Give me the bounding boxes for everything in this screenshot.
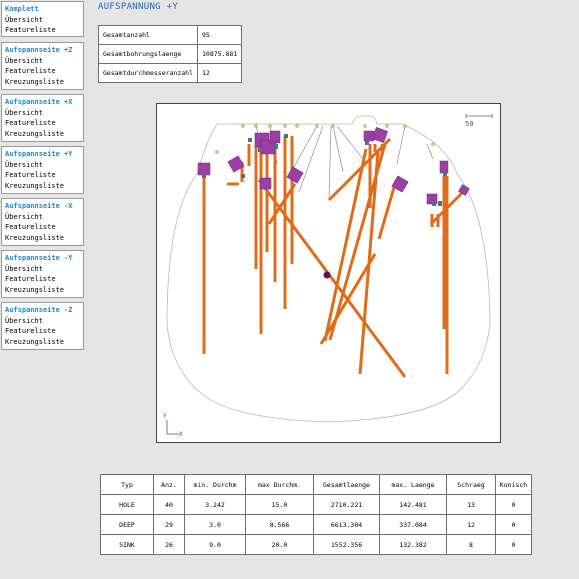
table-cell: 3.242 [184, 494, 246, 515]
table-row: SINK 26 9.0 20.0 1552.356 132.382 8 0 [100, 534, 532, 555]
nav-title[interactable]: Komplett [5, 5, 39, 13]
nav-link-uebersicht[interactable]: Übersicht [5, 15, 43, 24]
column-header: Anz. [153, 474, 185, 495]
axis-x-label: X [179, 431, 183, 438]
summary-value: 95 [197, 25, 243, 45]
table-cell: 40 [153, 494, 185, 515]
table-cell: 9.0 [184, 534, 246, 555]
column-header: Typ [100, 474, 154, 495]
nav-link-featureliste[interactable]: Featureliste [5, 275, 56, 283]
nav-link-featureliste[interactable]: Featureliste [5, 119, 56, 127]
column-header: Schraeg [446, 474, 496, 495]
part-drawing: 50 [163, 114, 493, 438]
nav-box-aufspannseite-minus-x: Aufspannseite -X Übersicht Featureliste … [1, 198, 84, 246]
axis-y-label: Y [163, 413, 167, 420]
summary-label: Gesamtdurchmesseranzahl [97, 63, 199, 83]
summary-value: 10875.881 [197, 44, 243, 64]
nav-title[interactable]: Aufspannseite +Z [5, 46, 73, 54]
bore-tips [202, 134, 447, 206]
table-cell: 142.481 [379, 494, 447, 515]
nav-link-featureliste[interactable]: Featureliste [5, 67, 56, 75]
column-header: min. Durchm [184, 474, 246, 495]
scale-label: 50 [465, 120, 473, 128]
page-title: AUFSPANNUNG +Y [98, 2, 179, 12]
column-header: max Durchm. [245, 474, 314, 495]
nav-link-uebersicht[interactable]: Übersicht [5, 264, 43, 273]
table-cell: 8.566 [245, 514, 314, 535]
drawing-view[interactable]: 50 [156, 103, 501, 443]
nav-box-aufspannseite-plus-z: Aufspannseite +Z Übersicht Featureliste … [1, 42, 84, 90]
table-cell: 0 [495, 534, 532, 555]
top-markers [215, 124, 435, 154]
bores [202, 136, 465, 378]
table-cell: 3.0 [184, 514, 246, 535]
table-cell: 132.382 [379, 534, 447, 555]
nav-title[interactable]: Aufspannseite -Y [5, 254, 73, 262]
nav-link-featureliste[interactable]: Featureliste [5, 26, 56, 34]
table-cell: DEEP [100, 514, 154, 535]
nav-link-uebersicht[interactable]: Übersicht [5, 160, 43, 169]
column-header: Gesamtlaenge [313, 474, 380, 495]
table-cell: 2710.221 [313, 494, 380, 515]
nav-link-kreuzungsliste[interactable]: Kreuzungsliste [5, 181, 65, 190]
nav-box-aufspannseite-plus-x: Aufspannseite +X Übersicht Featureliste … [1, 94, 84, 142]
table-cell: 13 [446, 494, 496, 515]
nav-box-aufspannseite-plus-y: Aufspannseite +Y Übersicht Featureliste … [1, 146, 84, 194]
part-contour [166, 115, 491, 423]
summary-table: Gesamtanzahl 95 Gesamtbohrungslaenge 108… [97, 25, 243, 83]
table-cell: SINK [100, 534, 154, 555]
nav-box-aufspannseite-minus-y: Aufspannseite -Y Übersicht Featureliste … [1, 250, 84, 298]
summary-row: Gesamtanzahl 95 [97, 25, 243, 45]
summary-row: Gesamtbohrungslaenge 10875.881 [97, 44, 243, 64]
nav-link-featureliste[interactable]: Featureliste [5, 171, 56, 179]
table-row: HOLE 40 3.242 15.0 2710.221 142.481 13 0 [100, 494, 532, 515]
nav-title[interactable]: Aufspannseite +Y [5, 150, 73, 158]
table-cell: 0 [495, 494, 532, 515]
nav-link-kreuzungsliste[interactable]: Kreuzungsliste [5, 77, 65, 86]
nav-link-kreuzungsliste[interactable]: Kreuzungsliste [5, 129, 65, 138]
nav-title[interactable]: Aufspannseite -Z [5, 306, 73, 314]
table-cell: 29 [153, 514, 185, 535]
nav-title[interactable]: Aufspannseite +X [5, 98, 73, 106]
nav-link-uebersicht[interactable]: Übersicht [5, 316, 43, 325]
summary-label: Gesamtanzahl [97, 25, 199, 45]
table-cell: HOLE [100, 494, 154, 515]
nav-link-kreuzungsliste[interactable]: Kreuzungsliste [5, 233, 65, 242]
table-cell: 8 [446, 534, 496, 555]
nav-link-uebersicht[interactable]: Übersicht [5, 108, 43, 117]
origin-marker [323, 271, 331, 279]
table-cell: 337.084 [379, 514, 447, 535]
nav-box-komplett: Komplett Übersicht Featureliste [1, 1, 84, 37]
contour-detail-lines [255, 125, 434, 201]
nav-link-kreuzungsliste[interactable]: Kreuzungsliste [5, 337, 65, 346]
nav-link-featureliste[interactable]: Featureliste [5, 327, 56, 335]
nav-box-aufspannseite-minus-z: Aufspannseite -Z Übersicht Featureliste … [1, 302, 84, 350]
column-header: Konisch [495, 474, 532, 495]
table-cell: 26 [153, 534, 185, 555]
table-row: DEEP 29 3.0 8.566 6613.304 337.084 12 0 [100, 514, 532, 535]
column-header: max. Laenge [379, 474, 447, 495]
statistics-table: Typ Anz. min. Durchm max Durchm. Gesamtl… [100, 474, 532, 555]
nav-link-featureliste[interactable]: Featureliste [5, 223, 56, 231]
summary-label: Gesamtbohrungslaenge [97, 44, 199, 64]
table-cell: 1552.356 [313, 534, 380, 555]
nav-link-uebersicht[interactable]: Übersicht [5, 56, 43, 65]
nav-link-kreuzungsliste[interactable]: Kreuzungsliste [5, 285, 65, 294]
nav-title[interactable]: Aufspannseite -X [5, 202, 73, 210]
nav-link-uebersicht[interactable]: Übersicht [5, 212, 43, 221]
table-cell: 15.0 [245, 494, 314, 515]
table-cell: 0 [495, 514, 532, 535]
table-cell: 12 [446, 514, 496, 535]
summary-row: Gesamtdurchmesseranzahl 12 [97, 63, 243, 83]
table-header-row: Typ Anz. min. Durchm max Durchm. Gesamtl… [100, 474, 532, 495]
axis-indicator: Y X [163, 413, 183, 438]
scale-bar: 50 [465, 114, 493, 128]
table-cell: 20.0 [245, 534, 314, 555]
table-cell: 6613.304 [313, 514, 380, 535]
summary-value: 12 [197, 63, 243, 83]
